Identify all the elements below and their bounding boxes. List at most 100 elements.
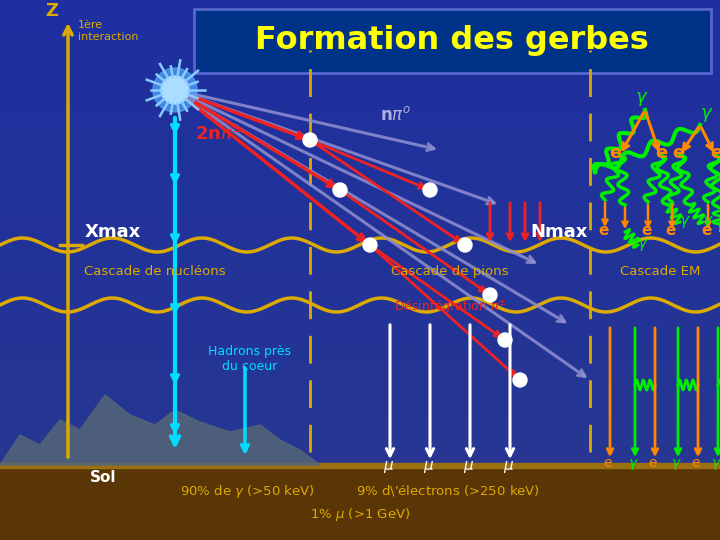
Text: 2n$\pi^{\pm}$: 2n$\pi^{\pm}$	[195, 125, 243, 144]
Bar	[0, 475, 720, 481]
Bar	[0, 308, 720, 313]
Bar	[0, 119, 720, 124]
Bar	[0, 340, 720, 346]
Text: Désintégration $\pi^{\pm}$: Désintégration $\pi^{\pm}$	[394, 299, 506, 318]
Text: e: e	[609, 144, 621, 162]
Bar	[0, 194, 720, 200]
Bar	[0, 319, 720, 324]
Bar	[0, 421, 720, 427]
Bar	[0, 394, 720, 400]
Bar	[0, 103, 720, 108]
Bar	[0, 211, 720, 216]
Bar	[0, 335, 720, 340]
Bar	[0, 49, 720, 54]
Bar	[0, 173, 720, 178]
Bar	[0, 227, 720, 232]
Text: e: e	[641, 223, 652, 238]
Text: Formation des gerbes: Formation des gerbes	[255, 25, 649, 57]
Text: e: e	[603, 456, 611, 470]
Text: $\mu$: $\mu$	[423, 459, 434, 475]
Text: $\gamma$: $\gamma$	[679, 214, 690, 230]
Text: $\gamma$: $\gamma$	[711, 457, 720, 472]
Bar	[0, 470, 720, 475]
Bar	[0, 140, 720, 146]
Bar	[0, 497, 720, 502]
Bar	[0, 486, 720, 491]
Text: Cascade de nucléons: Cascade de nucléons	[84, 265, 226, 278]
Bar	[0, 16, 720, 22]
Bar	[0, 43, 720, 49]
Bar	[0, 518, 720, 524]
Bar	[0, 54, 720, 59]
Text: e: e	[672, 144, 684, 162]
Bar	[0, 351, 720, 356]
Bar	[0, 410, 720, 416]
Bar	[0, 389, 720, 394]
Bar	[0, 302, 720, 308]
Text: $\gamma$: $\gamma$	[700, 106, 714, 124]
Text: 1% $\mu$ (>1 GeV): 1% $\mu$ (>1 GeV)	[310, 506, 410, 523]
Text: 90% de $\gamma$ (>50 keV)          9% d\'électrons (>250 keV): 90% de $\gamma$ (>50 keV) 9% d\'électron…	[180, 483, 540, 500]
Bar	[0, 238, 720, 243]
Bar	[0, 216, 720, 221]
Text: $\mu$: $\mu$	[503, 459, 514, 475]
Bar	[0, 281, 720, 286]
Bar	[0, 508, 720, 513]
Bar	[0, 259, 720, 265]
Bar	[0, 189, 720, 194]
Bar	[0, 178, 720, 184]
Bar	[0, 297, 720, 302]
Bar	[0, 324, 720, 329]
Text: $\gamma$: $\gamma$	[637, 237, 649, 253]
Circle shape	[153, 68, 197, 112]
Bar	[0, 113, 720, 119]
Bar	[0, 76, 720, 81]
Bar	[0, 5, 720, 11]
Text: $\gamma$: $\gamma$	[715, 218, 720, 234]
Polygon shape	[0, 395, 320, 465]
Bar	[0, 65, 720, 70]
Bar	[0, 70, 720, 76]
Bar	[0, 481, 720, 486]
Bar	[0, 286, 720, 292]
Text: e: e	[691, 456, 700, 470]
Text: $\gamma$: $\gamma$	[635, 90, 649, 108]
Bar	[0, 535, 720, 540]
Bar	[0, 356, 720, 362]
Bar	[0, 400, 720, 405]
Bar	[0, 378, 720, 383]
Bar	[0, 27, 720, 32]
Text: 1ère
interaction: 1ère interaction	[78, 20, 138, 42]
Bar	[0, 184, 720, 189]
Text: e: e	[655, 144, 667, 162]
Bar	[0, 151, 720, 157]
Bar	[0, 167, 720, 173]
Circle shape	[458, 238, 472, 252]
Bar	[0, 97, 720, 103]
Bar	[0, 383, 720, 389]
Bar	[0, 463, 720, 468]
Text: Hadrons près
du coeur: Hadrons près du coeur	[209, 345, 292, 373]
Bar	[0, 162, 720, 167]
Bar	[0, 416, 720, 421]
Bar	[0, 248, 720, 254]
Text: e: e	[710, 144, 720, 162]
Bar	[0, 32, 720, 38]
Bar	[0, 367, 720, 373]
Text: Nmax: Nmax	[530, 223, 588, 241]
Bar	[0, 205, 720, 211]
Circle shape	[333, 183, 347, 197]
Bar	[0, 243, 720, 248]
Circle shape	[423, 183, 437, 197]
Bar	[0, 146, 720, 151]
Text: e: e	[701, 223, 711, 238]
Bar	[0, 11, 720, 16]
Bar	[0, 157, 720, 162]
Bar	[0, 135, 720, 140]
Text: e: e	[648, 456, 657, 470]
Bar	[0, 329, 720, 335]
Bar	[0, 405, 720, 410]
Bar	[0, 454, 720, 459]
Bar	[0, 464, 720, 470]
Bar	[0, 373, 720, 378]
